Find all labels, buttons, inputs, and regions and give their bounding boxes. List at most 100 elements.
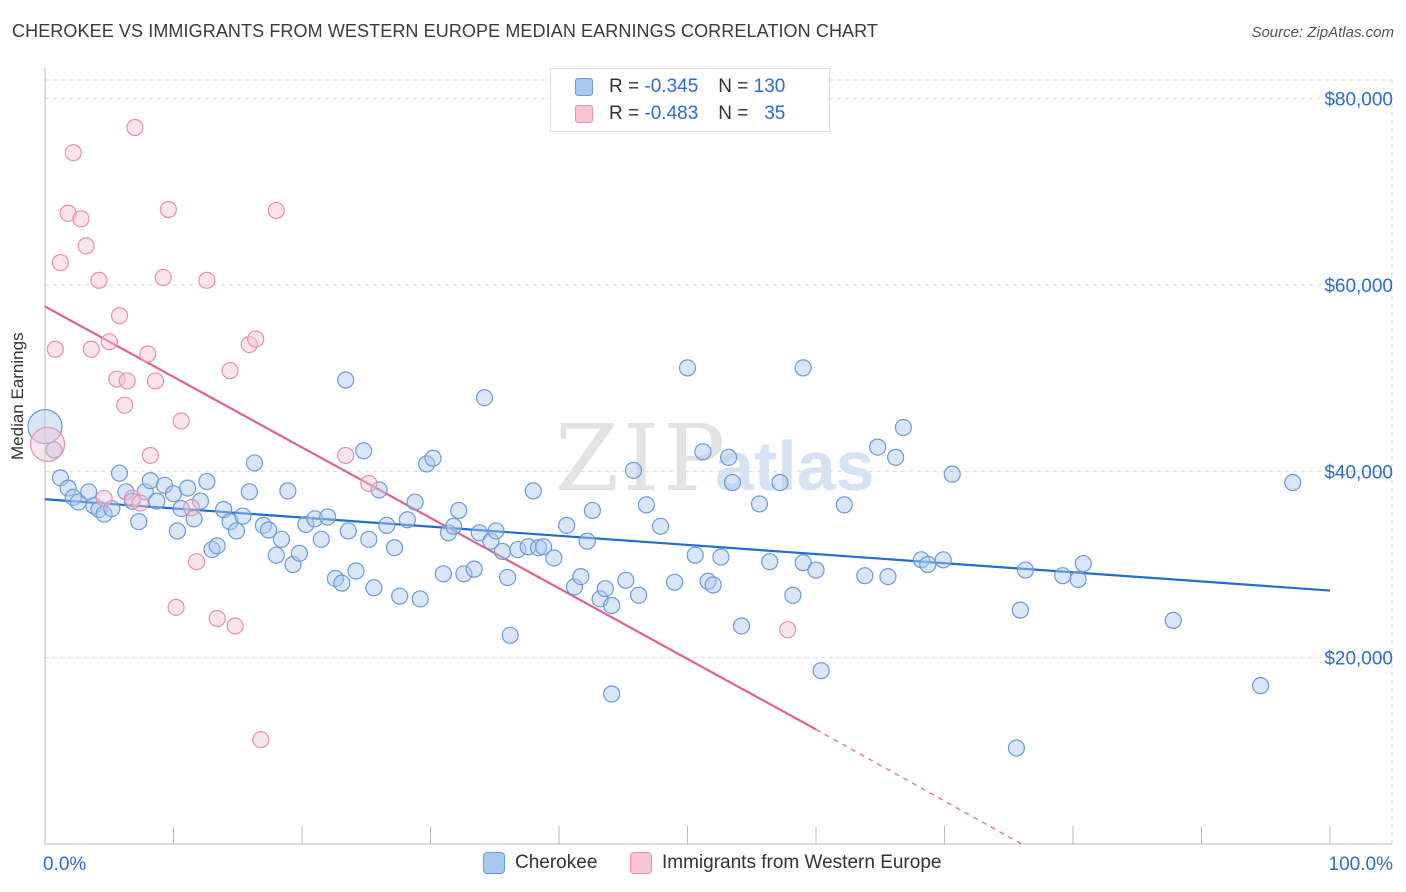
data-point bbox=[534, 538, 553, 556]
y-tick-label: $40,000 bbox=[1324, 462, 1393, 483]
data-point bbox=[185, 510, 203, 528]
data-point bbox=[117, 483, 135, 501]
bottom-legend-immigrants: Immigrants from Western Europe bbox=[630, 852, 941, 874]
watermark-zip: ZIP bbox=[555, 405, 729, 512]
data-point bbox=[624, 461, 643, 479]
data-point bbox=[279, 482, 297, 500]
data-point bbox=[290, 544, 309, 562]
legend-r-value: -0.483 bbox=[644, 103, 699, 124]
data-point bbox=[572, 567, 590, 586]
data-point bbox=[141, 446, 159, 465]
data-point bbox=[869, 438, 887, 456]
data-point bbox=[148, 492, 166, 510]
data-point bbox=[347, 562, 365, 580]
data-point bbox=[385, 539, 404, 557]
data-point bbox=[182, 499, 201, 517]
cherokee-trend-line bbox=[44, 498, 1331, 592]
data-point bbox=[812, 662, 830, 680]
legend-n-value: 130 bbox=[753, 76, 786, 97]
data-point bbox=[267, 201, 285, 220]
data-point bbox=[64, 144, 82, 162]
data-point bbox=[398, 511, 416, 529]
data-point bbox=[221, 362, 239, 380]
data-point bbox=[501, 626, 519, 644]
bottom-swatch-cherokee bbox=[483, 852, 505, 874]
data-point bbox=[761, 553, 779, 571]
watermark-atlas: atlas bbox=[715, 427, 875, 505]
legend-r-value: -0.345 bbox=[644, 76, 699, 97]
data-point bbox=[172, 412, 190, 430]
immigrants-points bbox=[29, 118, 797, 749]
data-point bbox=[297, 515, 315, 534]
data-point bbox=[887, 448, 905, 466]
data-point bbox=[46, 340, 64, 358]
bottom-legend-label: Immigrants from Western Europe bbox=[662, 852, 942, 873]
data-point bbox=[267, 546, 285, 564]
stats-legend: R = -0.345 N = 130 R = -0.483 N = 35 bbox=[550, 68, 830, 132]
data-point bbox=[712, 548, 730, 566]
data-point bbox=[90, 500, 108, 519]
data-point bbox=[678, 359, 697, 377]
data-point bbox=[603, 685, 621, 703]
data-point bbox=[1016, 561, 1035, 579]
data-point bbox=[360, 474, 378, 493]
data-point bbox=[784, 586, 802, 604]
bottom-legend-cherokee: Cherokee bbox=[483, 852, 597, 874]
data-point bbox=[807, 561, 825, 579]
data-point bbox=[100, 333, 118, 351]
legend-n-value: 35 bbox=[764, 103, 786, 124]
data-point bbox=[1164, 611, 1182, 629]
data-point bbox=[226, 617, 244, 635]
legend-row-immigrants: R = -0.483 N = 35 bbox=[575, 102, 785, 126]
data-point bbox=[558, 516, 576, 534]
data-point bbox=[499, 568, 517, 587]
data-point bbox=[272, 530, 291, 548]
data-point bbox=[90, 271, 108, 289]
data-point bbox=[72, 210, 90, 228]
data-point bbox=[64, 488, 82, 507]
data-point bbox=[168, 522, 186, 540]
data-point bbox=[1074, 554, 1092, 573]
data-point bbox=[360, 530, 378, 548]
points-layer bbox=[27, 118, 1302, 757]
data-point bbox=[509, 540, 527, 559]
data-point bbox=[630, 586, 648, 604]
data-point bbox=[339, 522, 357, 540]
data-point bbox=[370, 481, 388, 499]
data-point bbox=[450, 501, 468, 520]
data-point bbox=[445, 517, 463, 535]
data-point bbox=[131, 494, 149, 512]
data-point bbox=[794, 554, 812, 572]
data-point bbox=[879, 567, 897, 586]
data-point bbox=[312, 530, 330, 548]
x-tick-label: 100.0% bbox=[1329, 854, 1394, 875]
data-point bbox=[179, 479, 197, 497]
data-point bbox=[565, 578, 584, 596]
data-point bbox=[139, 345, 157, 363]
data-point bbox=[732, 617, 751, 635]
label-layer: $20,000 $40,000 $60,000 $80,000 0.0% 100.0% bbox=[43, 90, 1393, 875]
source-label: Source: ZipAtlas.com bbox=[1251, 24, 1394, 41]
data-point bbox=[391, 587, 409, 605]
data-point bbox=[240, 483, 258, 501]
data-point bbox=[130, 513, 148, 531]
legend-r-label: R = bbox=[609, 76, 640, 97]
data-point bbox=[259, 521, 278, 539]
data-point bbox=[306, 510, 324, 528]
trend-layer bbox=[44, 305, 1331, 845]
y-tick-label: $80,000 bbox=[1324, 90, 1393, 111]
data-point bbox=[337, 371, 355, 389]
data-point bbox=[110, 307, 129, 325]
data-point bbox=[750, 495, 769, 513]
data-point bbox=[167, 598, 185, 616]
data-point bbox=[524, 482, 542, 500]
data-point bbox=[637, 496, 655, 514]
data-point bbox=[704, 576, 722, 594]
bottom-legend-label: Cherokee bbox=[515, 852, 598, 873]
data-point bbox=[126, 118, 144, 137]
data-point bbox=[333, 574, 351, 592]
data-point bbox=[578, 532, 596, 550]
data-point bbox=[943, 465, 961, 483]
data-point bbox=[794, 359, 812, 377]
